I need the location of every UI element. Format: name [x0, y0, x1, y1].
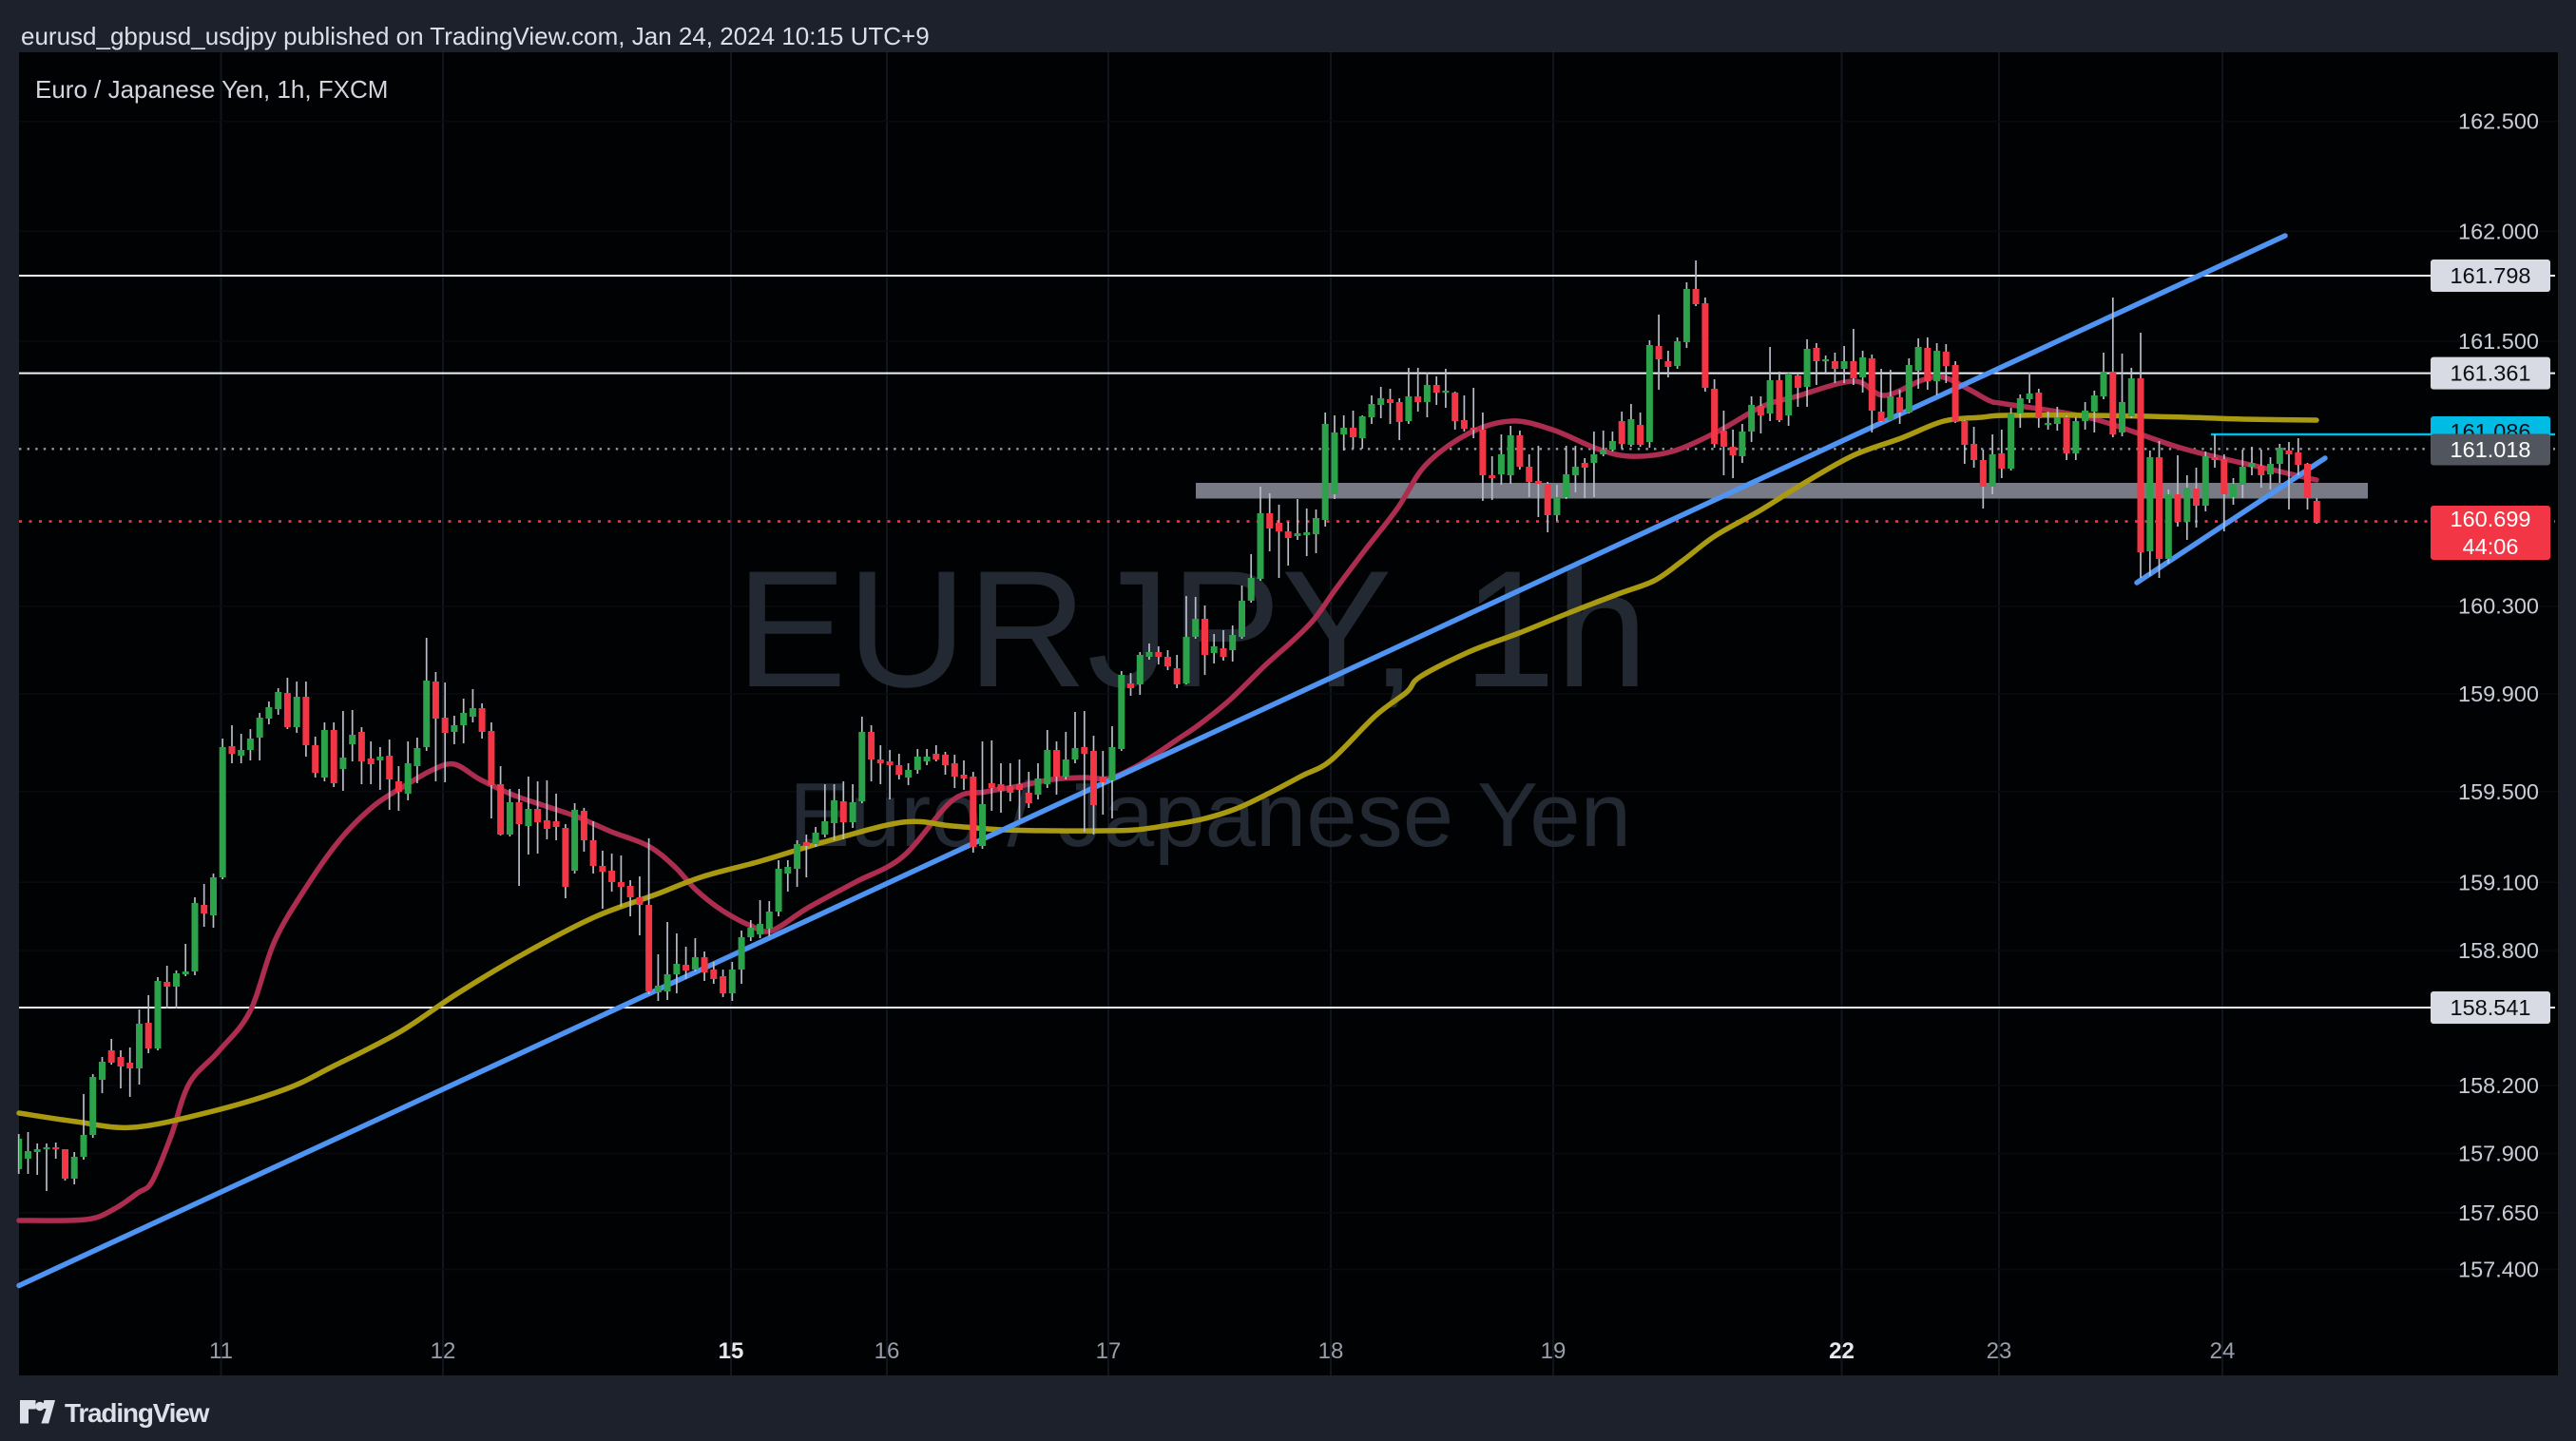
svg-text:24: 24: [2210, 1338, 2236, 1364]
svg-text:157.400: 157.400: [2458, 1257, 2539, 1281]
svg-text:158.541: 158.541: [2451, 995, 2531, 1020]
svg-text:161.798: 161.798: [2451, 263, 2531, 288]
svg-text:161.018: 161.018: [2451, 437, 2531, 462]
svg-text:159.100: 159.100: [2458, 870, 2539, 894]
svg-text:160.699: 160.699: [2451, 507, 2531, 531]
svg-text:158.200: 158.200: [2458, 1073, 2539, 1098]
svg-text:159.500: 159.500: [2458, 779, 2539, 804]
svg-text:19: 19: [1541, 1338, 1567, 1364]
svg-text:162.500: 162.500: [2458, 109, 2539, 134]
svg-text:TradingView: TradingView: [65, 1398, 210, 1428]
svg-text:18: 18: [1318, 1338, 1344, 1364]
svg-text:161.500: 161.500: [2458, 329, 2539, 354]
svg-text:157.650: 157.650: [2458, 1201, 2539, 1225]
svg-text:22: 22: [1829, 1338, 1855, 1364]
svg-text:16: 16: [875, 1338, 900, 1364]
svg-text:Euro / Japanese Yen, 1h, FXCM: Euro / Japanese Yen, 1h, FXCM: [35, 75, 388, 104]
svg-text:12: 12: [431, 1338, 456, 1364]
svg-text:17: 17: [1096, 1338, 1122, 1364]
svg-text:161.361: 161.361: [2451, 361, 2531, 386]
svg-text:158.800: 158.800: [2458, 938, 2539, 963]
svg-text:EURJPY, 1h: EURJPY, 1h: [736, 537, 1648, 722]
svg-text:23: 23: [1987, 1338, 2012, 1364]
svg-text:eurusd_gbpusd_usdjpy published: eurusd_gbpusd_usdjpy published on Tradin…: [21, 22, 930, 50]
svg-text:162.000: 162.000: [2458, 219, 2539, 243]
svg-text:160.300: 160.300: [2458, 594, 2539, 619]
svg-text:11: 11: [209, 1338, 233, 1364]
svg-text:15: 15: [719, 1338, 744, 1364]
svg-text:44:06: 44:06: [2463, 534, 2519, 559]
svg-text:159.900: 159.900: [2458, 682, 2539, 706]
svg-text:157.900: 157.900: [2458, 1142, 2539, 1166]
